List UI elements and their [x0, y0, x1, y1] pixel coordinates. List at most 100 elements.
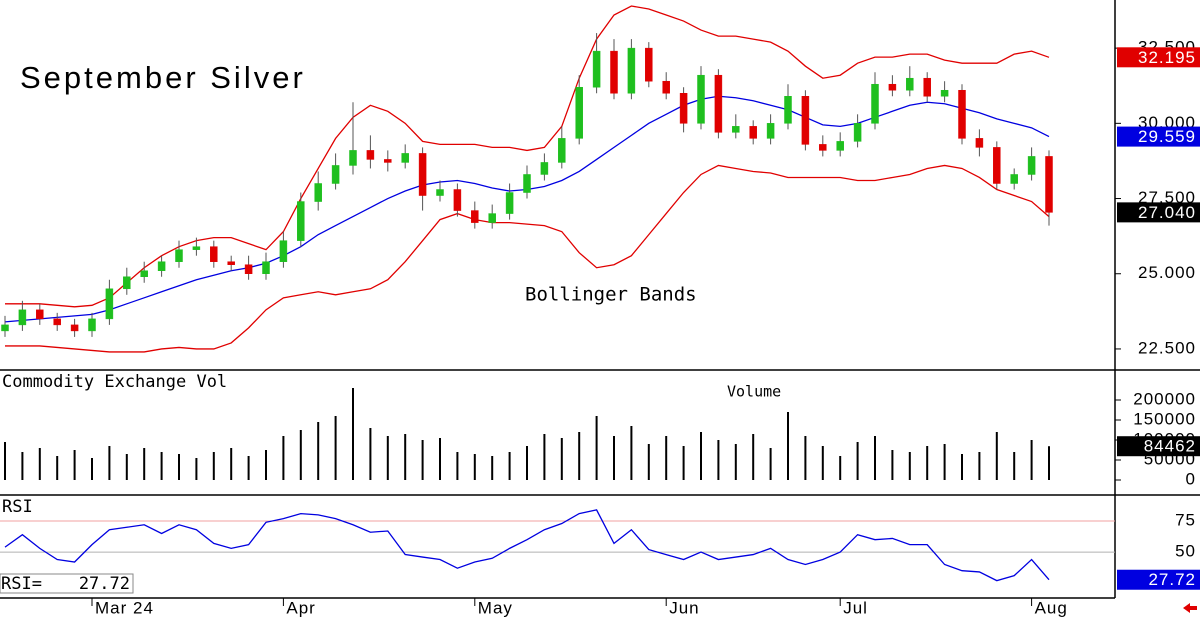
candle-body: [853, 123, 862, 142]
volume-bar: [508, 452, 511, 480]
rsi-line: [4, 509, 1050, 582]
volume-bar: [578, 432, 581, 480]
volume-bar: [943, 444, 946, 480]
volume-bar: [143, 448, 146, 480]
volume-bar: [595, 416, 598, 480]
x-tick-label: Jun: [669, 598, 699, 617]
candle-body: [227, 261, 235, 265]
candle-body: [366, 150, 375, 160]
volume-bar: [212, 452, 215, 480]
last-value-label: 84462: [1144, 437, 1196, 456]
candle-body: [523, 174, 531, 193]
y-tick-label: 22.500: [1138, 338, 1196, 357]
candle-body: [436, 189, 444, 196]
volume-bar: [1030, 440, 1033, 480]
candle-body: [314, 183, 322, 202]
candle-body: [645, 47, 653, 82]
volume-bar: [613, 436, 615, 480]
candle-body: [1, 324, 9, 332]
candle-body: [1010, 174, 1018, 184]
candle-body: [749, 126, 757, 139]
x-tick-label: Apr: [286, 598, 315, 617]
candle-body: [488, 213, 496, 223]
candle-body: [36, 309, 44, 320]
last-value-box: [1117, 569, 1200, 590]
volume-bar: [1013, 452, 1016, 480]
volume-bar: [299, 430, 302, 480]
volume-bar: [265, 450, 267, 480]
candle-body: [105, 288, 114, 320]
volume-bar: [160, 452, 163, 480]
volume-bar: [926, 446, 929, 480]
candle-body: [801, 96, 810, 145]
candle-body: [18, 309, 27, 326]
volume-bar: [125, 454, 128, 480]
volume-bar: [891, 450, 894, 480]
candle-body: [558, 138, 566, 163]
candle-body: [140, 270, 148, 277]
volume-bar: [543, 434, 546, 480]
scroll-arrow[interactable]: [1183, 603, 1197, 613]
volume-bar: [717, 440, 720, 480]
readout-label: RSI=: [1, 574, 42, 594]
volume-bar: [178, 454, 180, 480]
candle-body: [471, 210, 479, 223]
candle-body: [88, 318, 96, 332]
volume-bar: [282, 436, 285, 480]
x-tick-label: Mar 24: [95, 598, 154, 617]
candle-body: [888, 83, 897, 91]
volume-bar: [908, 452, 911, 480]
candle-body: [575, 86, 583, 139]
candle-body: [384, 159, 392, 163]
candle-body: [940, 89, 949, 97]
volume-bar: [56, 456, 59, 480]
y-tick-label: 150000: [1133, 409, 1196, 428]
candle-body: [662, 80, 670, 94]
candle-body: [993, 147, 1001, 184]
candle-body: [958, 89, 966, 139]
readout-value: 27.72: [79, 574, 130, 594]
candle-body: [70, 324, 79, 332]
candle-body: [819, 144, 827, 151]
candle-body: [401, 153, 409, 163]
candle-body: [297, 201, 305, 241]
candle-body: [175, 249, 183, 262]
candle-body: [192, 246, 201, 250]
candle-body: [244, 264, 253, 274]
last-value-label: 29.559: [1138, 127, 1196, 146]
y-tick-label: 27.500: [1138, 188, 1196, 207]
volume-bar: [317, 422, 320, 480]
volume-bar: [995, 432, 998, 480]
volume-bar: [491, 456, 494, 480]
candle-body: [1027, 156, 1036, 175]
x-tick-label: Aug: [1035, 598, 1068, 617]
last-value-label: 32.195: [1138, 48, 1196, 67]
candle-body: [610, 50, 618, 94]
panel-title: Commodity Exchange Vol: [2, 372, 227, 392]
y-tick-label: 25.000: [1138, 263, 1196, 282]
volume-bar: [874, 436, 876, 480]
candle-body: [784, 96, 792, 124]
volume-bar: [439, 438, 441, 480]
candle-body: [505, 192, 514, 214]
volume-bar: [247, 456, 250, 480]
candle-body: [871, 83, 879, 124]
volume-bar: [560, 438, 563, 480]
volume-bar: [195, 458, 198, 480]
candle-body: [123, 276, 131, 290]
candle-body: [157, 261, 166, 271]
volume-bar: [404, 434, 407, 480]
volume-bar: [682, 446, 685, 480]
volume-bar: [91, 458, 93, 480]
candle-body: [975, 138, 984, 148]
last-value-box: [1117, 47, 1200, 68]
volume-bar: [421, 440, 424, 480]
volume-bar: [700, 432, 702, 480]
last-value-box: [1117, 126, 1200, 147]
candle-body: [627, 47, 636, 94]
candle-body: [279, 240, 288, 262]
volume-bar: [456, 452, 459, 480]
candle-body: [1045, 156, 1053, 213]
candle-body: [714, 74, 723, 133]
